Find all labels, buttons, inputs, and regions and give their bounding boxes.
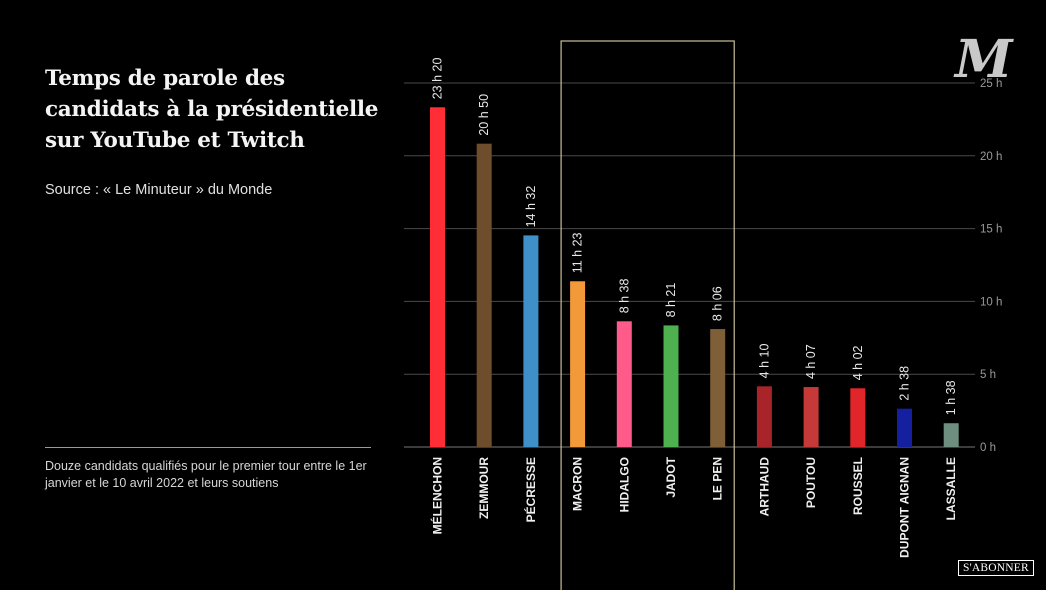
data-label: 1 h 38 — [944, 380, 958, 415]
data-label: 11 h 23 — [571, 232, 585, 273]
bar — [710, 329, 726, 447]
data-label: 14 h 32 — [524, 186, 538, 228]
x-tick-label: LASSALLE — [944, 457, 958, 520]
x-tick-label: ARTHAUD — [757, 457, 771, 517]
data-label: 8 h 38 — [617, 279, 631, 314]
bar — [430, 107, 445, 448]
highlight-box — [560, 40, 735, 590]
x-tick-label: DUPONT AIGNAN — [898, 457, 912, 558]
x-tick-label: LE PEN — [711, 457, 725, 500]
x-tick-label: PÉCRESSE — [523, 457, 538, 522]
bar — [756, 386, 772, 447]
x-tick-label: HIDALGO — [617, 457, 631, 512]
x-tick-label: POUTOU — [804, 457, 818, 508]
data-label: 23 h 20 — [431, 58, 445, 100]
data-label: 4 h 10 — [757, 344, 771, 379]
x-tick-label: MÉLENCHON — [430, 457, 445, 534]
y-tick-label: 0 h — [980, 442, 996, 454]
y-tick-label: 10 h — [980, 296, 1002, 308]
chart-title: Temps de parole des candidats à la prési… — [45, 66, 379, 153]
chart-source: Source : « Le Minuteur » du Monde — [45, 182, 273, 198]
y-tick-label: 20 h — [980, 151, 1002, 163]
bar — [523, 235, 539, 447]
subscribe-button[interactable]: S'ABONNER — [958, 560, 1034, 576]
bar — [570, 281, 586, 447]
le-monde-logo-icon[interactable]: M — [955, 29, 1013, 90]
data-label: 20 h 50 — [477, 94, 491, 136]
y-tick-label: 5 h — [980, 369, 996, 381]
bar — [476, 143, 492, 448]
x-tick-label: ROUSSEL — [851, 457, 865, 515]
divider — [45, 447, 371, 448]
bar — [803, 387, 819, 447]
bar — [663, 325, 679, 447]
bar — [616, 321, 632, 447]
bar — [897, 408, 912, 447]
chart-note: Douze candidats qualifiés pour le premie… — [45, 459, 367, 490]
data-label: 4 h 07 — [804, 344, 818, 379]
x-tick-label: ZEMMOUR — [477, 457, 491, 519]
bar — [943, 423, 959, 447]
x-tick-label: JADOT — [664, 456, 678, 497]
x-tick-label: MACRON — [571, 457, 585, 511]
data-label: 4 h 02 — [851, 345, 865, 380]
y-tick-label: 15 h — [980, 224, 1002, 236]
data-label: 8 h 06 — [711, 286, 725, 321]
data-label: 8 h 21 — [664, 283, 678, 318]
data-label: 2 h 38 — [898, 366, 912, 401]
y-tick-label: 25 h — [980, 78, 1002, 90]
bar — [850, 388, 866, 447]
